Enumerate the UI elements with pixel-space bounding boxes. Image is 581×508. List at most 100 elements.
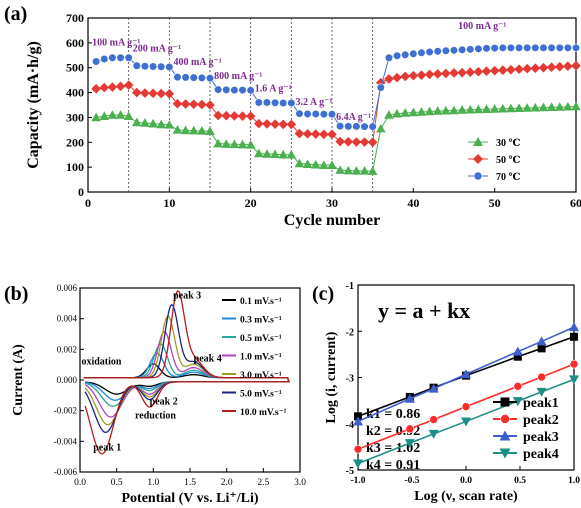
data-point-c xyxy=(537,372,546,382)
data-point-a xyxy=(465,67,476,77)
legend-label-c: peak2 xyxy=(523,413,559,428)
x-tick-label-c: 1.0 xyxy=(568,476,580,486)
data-point-c xyxy=(461,417,471,427)
y-tick-label-a: 0 xyxy=(78,185,84,199)
x-tick-label-a: 0 xyxy=(85,196,91,210)
data-point-a xyxy=(205,126,215,135)
data-point-a xyxy=(425,47,434,57)
data-point-a xyxy=(197,126,207,135)
data-point-a xyxy=(401,50,410,59)
data-point-a xyxy=(295,109,304,118)
data-point-a xyxy=(319,129,329,140)
data-point-a xyxy=(473,66,484,77)
legend-label-a: 70 ℃ xyxy=(496,172,521,183)
y-tick-label-b: 0.002 xyxy=(57,344,77,354)
data-point-a xyxy=(376,83,385,92)
data-point-a xyxy=(254,148,264,158)
data-point-a xyxy=(554,61,565,72)
y-axis-label-c: Log (i, current) xyxy=(324,331,339,423)
data-point-a xyxy=(441,68,451,79)
x-axis-label-b: Potential (V vs. Li⁺/Li) xyxy=(121,491,258,506)
data-point-a xyxy=(498,103,508,113)
data-point-a xyxy=(165,62,174,72)
data-point-c xyxy=(537,344,546,353)
data-point-a xyxy=(359,137,370,147)
data-point-a xyxy=(205,74,215,83)
data-point-a xyxy=(287,98,296,108)
data-point-a xyxy=(213,110,223,121)
data-point-c xyxy=(569,359,579,369)
y-tick-label-b: 0.006 xyxy=(57,283,78,293)
data-point-c xyxy=(536,387,547,397)
data-point-a xyxy=(384,74,394,84)
data-point-a xyxy=(400,71,410,82)
legend-label-b: 10.0 mV.s⁻¹ xyxy=(240,408,287,418)
data-point-c xyxy=(461,402,471,411)
data-point-a xyxy=(197,73,206,83)
rate-label: 100 mA g⁻¹ xyxy=(92,37,140,48)
data-point-c xyxy=(569,322,579,332)
data-point-a xyxy=(245,139,256,149)
data-point-a xyxy=(91,112,101,122)
data-point-a xyxy=(245,111,256,121)
data-point-a xyxy=(458,45,467,54)
data-point-a xyxy=(335,136,345,147)
data-point-a xyxy=(392,108,402,118)
y-tick-label-a: 500 xyxy=(66,61,84,75)
data-point-a xyxy=(229,111,240,121)
y-tick-label-c: -3 xyxy=(346,374,354,385)
data-point-a xyxy=(262,149,272,158)
data-point-a xyxy=(229,139,240,149)
data-point-a xyxy=(124,53,133,62)
data-point-a xyxy=(368,122,377,131)
x-tick-label-b: 1.5 xyxy=(184,478,196,488)
rate-label: 100 mA g⁻¹ xyxy=(458,21,506,32)
y-tick-label-c: -1 xyxy=(346,281,354,292)
data-point-a xyxy=(343,136,354,147)
annotation-b: peak 1 xyxy=(93,443,121,454)
x-tick-label-b: 2.0 xyxy=(221,478,233,488)
data-point-a xyxy=(214,85,223,94)
y-tick-label-a: 100 xyxy=(66,160,84,174)
data-point-a xyxy=(457,105,467,114)
y-tick-label-a: 700 xyxy=(66,11,84,25)
legend-label-b: 3.0 mV.s⁻¹ xyxy=(240,371,282,381)
data-point-a xyxy=(221,110,232,121)
data-point-a xyxy=(262,119,272,129)
k-value-label: k4 = 0.91 xyxy=(366,458,420,473)
data-point-a xyxy=(506,64,516,75)
data-point-a xyxy=(189,73,198,82)
data-point-a xyxy=(157,62,166,71)
data-point-a xyxy=(262,98,272,107)
data-point-a xyxy=(294,158,305,168)
data-point-c xyxy=(404,439,415,449)
data-point-a xyxy=(424,69,435,80)
data-point-a xyxy=(449,105,459,115)
data-point-c xyxy=(461,369,471,379)
data-point-c xyxy=(404,393,415,403)
data-point-a xyxy=(522,63,532,74)
legend-label-c: peak1 xyxy=(523,396,559,411)
data-point-a xyxy=(344,122,353,131)
annotation-b: peak 4 xyxy=(194,354,222,365)
data-point-a xyxy=(254,118,264,129)
legend-label-b: 0.3 mV.s⁻¹ xyxy=(240,316,282,326)
data-point-a xyxy=(441,46,450,55)
x-tick-label-b: 3.0 xyxy=(294,478,306,488)
y-tick-label-b: 0.000 xyxy=(57,375,78,385)
data-point-a xyxy=(278,119,288,130)
data-point-c xyxy=(428,383,439,393)
data-point-a xyxy=(384,110,394,119)
legend-label-b: 5.0 mV.s⁻¹ xyxy=(240,390,282,400)
data-point-a xyxy=(294,128,305,139)
data-point-c xyxy=(428,429,439,439)
data-point-a xyxy=(506,43,516,52)
x-axis-label-a: Cycle number xyxy=(284,212,380,229)
data-point-a xyxy=(571,101,581,111)
y-axis-label-b: Current (A) xyxy=(11,344,26,416)
data-point-a xyxy=(140,62,150,71)
data-point-a xyxy=(230,85,239,95)
data-point-a xyxy=(221,139,232,148)
annotation-b: peak 2 xyxy=(150,397,178,408)
data-point-a xyxy=(181,73,190,82)
